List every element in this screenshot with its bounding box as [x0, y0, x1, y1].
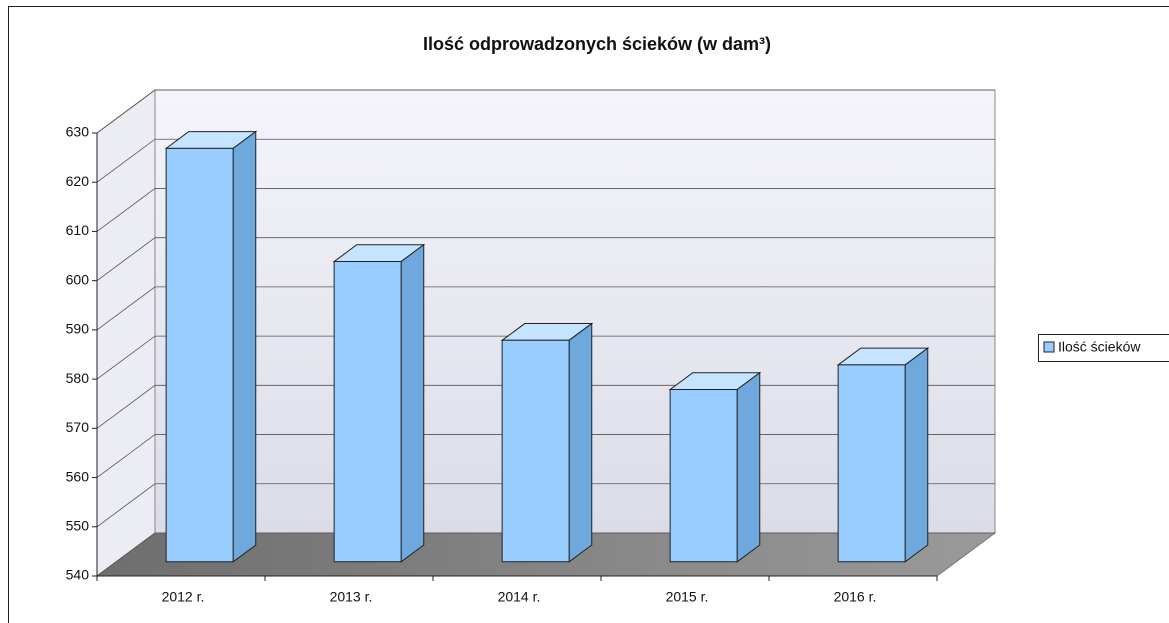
bar-side — [736, 371, 761, 563]
grid-line — [96, 138, 995, 183]
y-tick-label: 570 — [66, 419, 90, 435]
grid-line — [96, 335, 995, 380]
y-tick-label: 590 — [66, 321, 90, 337]
y-tick-label: 560 — [66, 468, 90, 484]
bar-side — [568, 322, 593, 563]
y-tick-label: 580 — [66, 370, 90, 386]
y-tick-label: 620 — [66, 173, 90, 189]
chart-title: Ilość odprowadzonych ścieków (w dam³) — [423, 34, 771, 54]
grid-line — [96, 286, 995, 331]
grid-line — [96, 237, 995, 281]
x-tick-label: 2012 r. — [162, 589, 205, 605]
bar-3d — [332, 243, 426, 563]
y-tick-label: 610 — [66, 222, 90, 238]
bar — [837, 364, 906, 563]
y-tick-label: 600 — [66, 271, 90, 287]
bar-3d — [668, 371, 762, 563]
bar — [669, 389, 738, 563]
grid-line — [96, 188, 995, 232]
x-tick-label: 2016 r. — [834, 589, 877, 605]
x-tick-label: 2014 r. — [498, 589, 541, 605]
bar-side — [904, 347, 929, 563]
grid-line — [96, 89, 995, 134]
x-tick-label: 2013 r. — [330, 589, 373, 605]
side-wall — [96, 89, 156, 577]
y-tick-label: 550 — [66, 517, 90, 533]
bar-side — [232, 130, 257, 563]
y-tick-label: 540 — [66, 567, 90, 583]
bar — [333, 261, 402, 563]
bar-3d — [500, 322, 594, 563]
y-tick-label: 630 — [66, 124, 90, 140]
legend-swatch — [1043, 341, 1055, 353]
bar-side — [400, 243, 425, 563]
legend-label: Ilość ścieków — [1058, 339, 1141, 355]
x-tick-label: 2015 r. — [666, 589, 709, 605]
bar — [165, 147, 234, 563]
bar — [501, 339, 570, 563]
bar-3d — [164, 130, 258, 563]
legend-box — [1038, 334, 1169, 362]
bar-3d — [836, 347, 930, 563]
